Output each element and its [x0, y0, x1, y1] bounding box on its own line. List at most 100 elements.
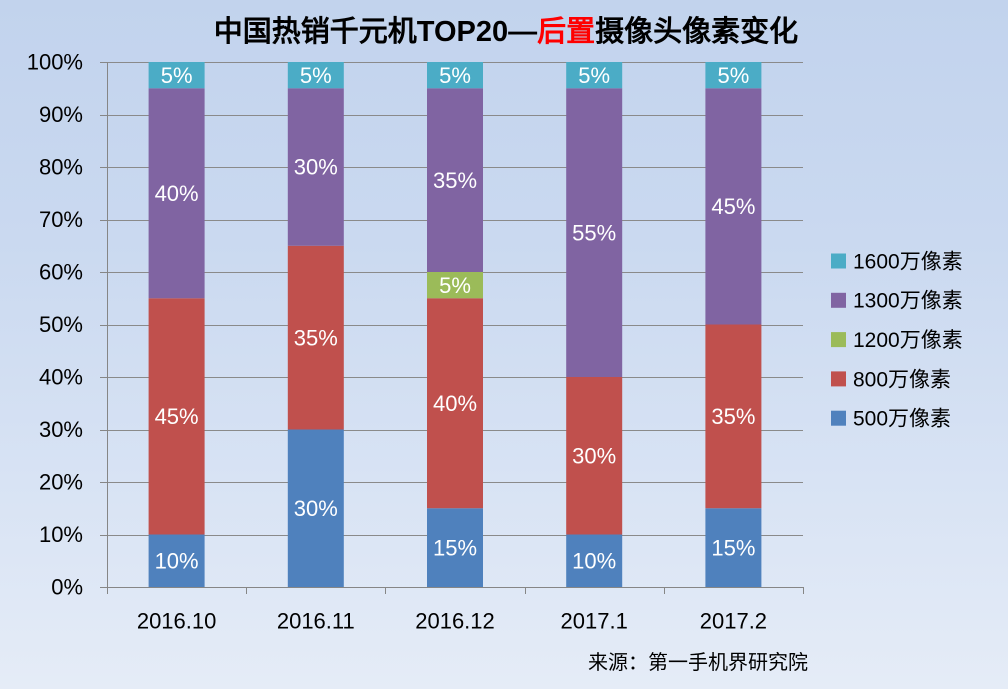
- data-label-unit-s4-c1: %: [312, 63, 332, 88]
- data-label-unit-s0-c4: %: [736, 535, 756, 560]
- data-label-value-s1-c3: 30: [572, 443, 596, 468]
- legend-swatch-s4: [831, 253, 846, 269]
- bar-segment-s4-c3: [566, 62, 623, 89]
- data-label-value-s3-c1: 30: [294, 155, 318, 180]
- data-label-unit-s0-c1: %: [318, 496, 338, 521]
- chart-title: 中国热销千元机TOP20—后置摄像头像素变化: [214, 14, 798, 48]
- data-label-s1-c3: 30%: [572, 443, 616, 468]
- legend-label-s3: 1300万像素: [853, 290, 963, 313]
- bar-stack-c4: [705, 62, 762, 587]
- data-label-value-s4-c1: 5: [300, 63, 312, 88]
- data-label-s1-c2: 40%: [433, 391, 477, 416]
- legend-swatch-s1: [831, 371, 846, 387]
- bar-segment-s1-c4: [705, 324, 762, 509]
- bar-segment-s0-c2: [427, 508, 483, 587]
- chart-title-main: 中国热销千元机TOP20—: [214, 15, 537, 48]
- x-tick-label-c4: 2017.2: [700, 609, 767, 634]
- data-label-unit-s1-c3: %: [597, 443, 617, 468]
- data-label-s1-c4: 35%: [711, 404, 755, 429]
- data-label-s0-c0: 10%: [155, 548, 199, 573]
- bar-segment-s3-c3: [566, 88, 623, 377]
- bar-segment-s3-c1: [287, 88, 344, 246]
- x-tick-label-c3: 2017.1: [561, 609, 628, 634]
- data-label-unit-s3-c3: %: [597, 220, 617, 245]
- data-label-unit-s3-c1: %: [318, 155, 338, 180]
- y-axis: 0% 10% 20% 30% 40% 50% 60% 70% 80% 90% 100%: [27, 50, 108, 600]
- data-label-unit-s2-c2: %: [451, 273, 471, 298]
- y-tick-label-2: 20%: [39, 470, 83, 495]
- bar-segment-s1-c0: [148, 298, 205, 535]
- bar-segment-s0-c0: [148, 534, 205, 587]
- x-tick-label-c2: 2016.12: [415, 609, 495, 634]
- data-label-unit-s1-c1: %: [318, 325, 338, 350]
- data-label-s1-c1: 35%: [294, 325, 338, 350]
- bar-segment-s2-c2: [427, 272, 483, 299]
- data-label-s4-c0: 5%: [161, 63, 193, 88]
- legend-swatch-s0: [831, 410, 846, 426]
- data-label-s0-c3: 10%: [572, 548, 616, 573]
- bar-segment-s4-c1: [287, 62, 344, 89]
- data-label-unit-s4-c3: %: [591, 63, 611, 88]
- data-label-value-s0-c0: 10: [155, 548, 179, 573]
- data-label-s3-c1: 30%: [294, 155, 338, 180]
- legend-label-s4: 1600万像素: [853, 250, 963, 273]
- bar-segment-s0-c3: [566, 534, 623, 587]
- data-label-s4-c2: 5%: [439, 63, 471, 88]
- data-label-value-s2-c2: 5: [439, 273, 451, 298]
- data-label-value-s1-c2: 40: [433, 391, 457, 416]
- data-label-value-s3-c2: 35: [433, 168, 457, 193]
- legend-label-s1: 800万像素: [853, 368, 951, 391]
- data-label-unit-s4-c0: %: [173, 63, 193, 88]
- data-label-unit-s0-c2: %: [457, 535, 477, 560]
- y-tick-label-0: 0%: [51, 575, 83, 600]
- data-label-value-s1-c0: 45: [155, 404, 179, 429]
- data-label-s2-c2: 5%: [439, 273, 471, 298]
- bar-segment-s1-c1: [287, 245, 344, 430]
- data-label-s0-c4: 15%: [711, 535, 755, 560]
- data-labels: 10%45%40%5%30%35%30%5%15%40%5%35%5%10%30…: [155, 63, 756, 574]
- source-note: 来源：第一手机界研究院: [588, 651, 808, 674]
- data-label-s0-c2: 15%: [433, 535, 477, 560]
- bar-segment-s4-c2: [427, 62, 483, 89]
- chart-title-highlight: 后置: [537, 15, 595, 48]
- x-tick-label-c0: 2016.10: [137, 609, 217, 634]
- data-label-unit-s4-c2: %: [451, 63, 471, 88]
- data-label-s0-c1: 30%: [294, 496, 338, 521]
- data-label-s3-c3: 55%: [572, 220, 616, 245]
- bar-stack-c3: [566, 62, 623, 587]
- data-label-unit-s1-c0: %: [179, 404, 199, 429]
- data-label-s1-c0: 45%: [155, 404, 199, 429]
- legend-label-s2: 1200万像素: [853, 329, 963, 352]
- legend-item-s2: 1200万像素: [831, 329, 963, 352]
- bar-segment-s1-c2: [427, 298, 483, 509]
- data-label-unit-s0-c0: %: [179, 548, 199, 573]
- data-label-unit-s3-c4: %: [736, 194, 756, 219]
- legend-item-s3: 1300万像素: [831, 290, 963, 313]
- y-tick-label-1: 10%: [39, 522, 83, 547]
- bar-segment-s0-c1: [287, 429, 344, 587]
- data-label-value-s0-c2: 15: [433, 535, 457, 560]
- data-label-unit-s0-c3: %: [597, 548, 617, 573]
- x-axis: 2016.10 2016.11 2016.12 2017.1 2017.2: [107, 587, 804, 634]
- y-tick-label-7: 70%: [39, 207, 83, 232]
- y-tick-label-9: 90%: [39, 102, 83, 127]
- x-tick-label-c1: 2016.11: [277, 609, 355, 634]
- data-label-value-s3-c4: 45: [711, 194, 735, 219]
- bar-segment-s4-c0: [148, 62, 205, 89]
- y-tick-label-6: 60%: [39, 260, 83, 285]
- data-label-value-s0-c1: 30: [294, 496, 318, 521]
- bar-segment-s0-c4: [705, 508, 762, 587]
- data-label-unit-s1-c2: %: [457, 391, 477, 416]
- bar-stack-c1: [287, 62, 344, 587]
- bar-segment-s3-c2: [427, 88, 483, 272]
- data-label-unit-s4-c4: %: [730, 63, 750, 88]
- bar-segment-s3-c0: [148, 88, 205, 299]
- data-label-value-s0-c3: 10: [572, 548, 596, 573]
- bar-segment-s4-c4: [705, 62, 762, 89]
- bar-stack-c0: [148, 62, 205, 587]
- legend: 1600万像素 1300万像素 1200万像素 800万像素 500万像素: [831, 250, 963, 431]
- data-label-s3-c0: 40%: [155, 181, 199, 206]
- data-label-value-s1-c4: 35: [711, 404, 735, 429]
- bar-segment-s1-c3: [566, 377, 623, 535]
